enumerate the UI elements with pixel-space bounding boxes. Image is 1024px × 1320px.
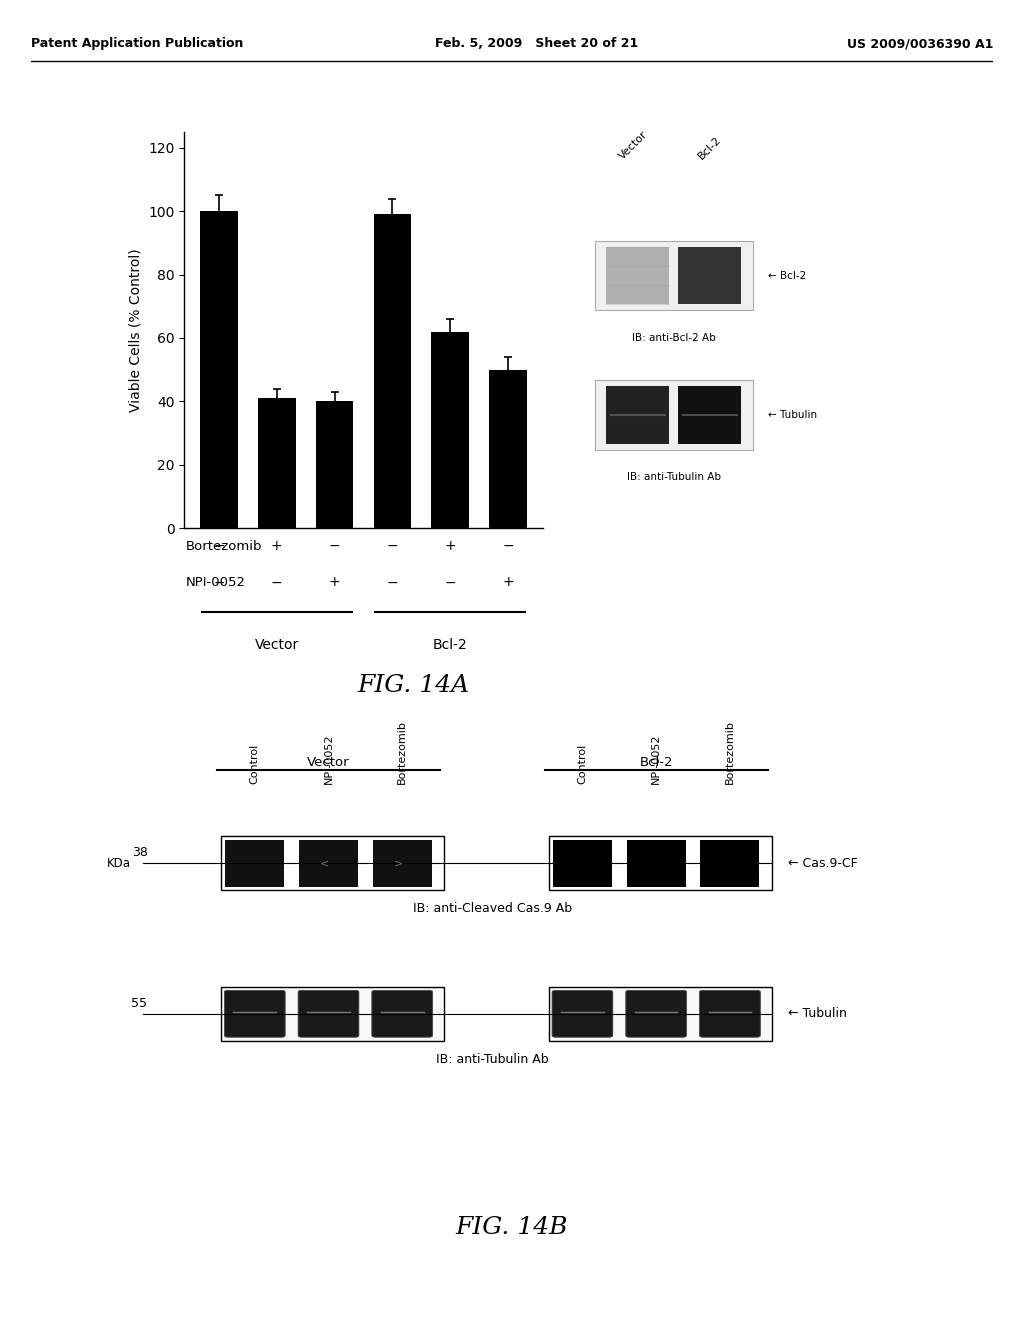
Bar	[431, 331, 469, 528]
Text: Vector: Vector	[617, 129, 649, 161]
FancyBboxPatch shape	[372, 990, 432, 1038]
FancyBboxPatch shape	[299, 840, 358, 887]
Text: −: −	[502, 539, 514, 553]
FancyBboxPatch shape	[298, 990, 358, 1038]
Y-axis label: Viable Cells (% Control): Viable Cells (% Control)	[129, 248, 142, 412]
Text: +: +	[271, 539, 283, 553]
Text: <: <	[319, 858, 329, 869]
Text: Bcl-2: Bcl-2	[639, 756, 673, 770]
Text: NPI-0052: NPI-0052	[651, 734, 662, 784]
Bar	[315, 401, 353, 528]
Text: FIG. 14B: FIG. 14B	[456, 1216, 568, 1239]
Text: +: +	[502, 576, 514, 590]
Text: −: −	[213, 576, 225, 590]
FancyBboxPatch shape	[553, 840, 612, 887]
FancyBboxPatch shape	[552, 990, 612, 1038]
Text: +: +	[444, 539, 456, 553]
FancyBboxPatch shape	[221, 987, 444, 1040]
Text: Vector: Vector	[255, 638, 299, 652]
FancyBboxPatch shape	[595, 380, 753, 450]
Text: Bortezomib: Bortezomib	[185, 540, 262, 553]
FancyBboxPatch shape	[606, 387, 670, 444]
Text: −: −	[329, 539, 340, 553]
FancyBboxPatch shape	[626, 990, 686, 1038]
Text: Bortezomib: Bortezomib	[397, 721, 408, 784]
Text: Feb. 5, 2009   Sheet 20 of 21: Feb. 5, 2009 Sheet 20 of 21	[435, 37, 638, 50]
Text: −: −	[444, 576, 456, 590]
FancyBboxPatch shape	[224, 990, 285, 1038]
Bar	[374, 214, 412, 528]
Text: IB: anti-Bcl-2 Ab: IB: anti-Bcl-2 Ab	[632, 333, 716, 343]
Text: Patent Application Publication: Patent Application Publication	[31, 37, 243, 50]
Text: −: −	[271, 576, 283, 590]
FancyBboxPatch shape	[372, 990, 432, 1038]
Text: FIG. 14A: FIG. 14A	[357, 673, 470, 697]
Text: Bcl-2: Bcl-2	[696, 135, 723, 161]
Text: −: −	[387, 576, 398, 590]
Text: Bcl-2: Bcl-2	[433, 638, 468, 652]
Text: ← Cas.9-CF: ← Cas.9-CF	[788, 857, 858, 870]
FancyBboxPatch shape	[678, 247, 741, 304]
FancyBboxPatch shape	[298, 990, 358, 1038]
Text: ← Tubulin: ← Tubulin	[768, 411, 817, 420]
Text: 55: 55	[131, 997, 147, 1010]
FancyBboxPatch shape	[549, 987, 772, 1040]
FancyBboxPatch shape	[699, 990, 760, 1038]
FancyBboxPatch shape	[552, 990, 612, 1038]
FancyBboxPatch shape	[699, 990, 760, 1038]
FancyBboxPatch shape	[627, 840, 686, 887]
Text: ← Bcl-2: ← Bcl-2	[768, 271, 807, 281]
Text: ← Tubulin: ← Tubulin	[788, 1007, 847, 1020]
Text: Vector: Vector	[307, 756, 350, 770]
Text: NPI-0052: NPI-0052	[324, 734, 334, 784]
Text: >: >	[393, 858, 402, 869]
Text: −: −	[213, 539, 225, 553]
FancyBboxPatch shape	[626, 990, 686, 1038]
Bar	[258, 399, 296, 528]
Text: IB: anti-Tubulin Ab: IB: anti-Tubulin Ab	[436, 1053, 549, 1065]
Bar	[489, 370, 526, 528]
Text: +: +	[329, 576, 340, 590]
FancyBboxPatch shape	[373, 840, 432, 887]
Text: Bortezomib: Bortezomib	[725, 721, 735, 784]
Text: Control: Control	[250, 744, 260, 784]
FancyBboxPatch shape	[225, 840, 285, 887]
Text: IB: anti-Tubulin Ab: IB: anti-Tubulin Ab	[627, 473, 721, 482]
FancyBboxPatch shape	[700, 840, 760, 887]
FancyBboxPatch shape	[595, 240, 753, 310]
Text: IB: anti-Cleaved Cas.9 Ab: IB: anti-Cleaved Cas.9 Ab	[413, 903, 571, 915]
Text: US 2009/0036390 A1: US 2009/0036390 A1	[847, 37, 993, 50]
Text: 38: 38	[131, 846, 147, 859]
FancyBboxPatch shape	[678, 387, 741, 444]
Text: KDa: KDa	[108, 857, 131, 870]
FancyBboxPatch shape	[224, 990, 285, 1038]
Bar	[201, 211, 238, 528]
Text: −: −	[387, 539, 398, 553]
Text: NPI-0052: NPI-0052	[185, 576, 246, 589]
Text: Control: Control	[578, 744, 588, 784]
FancyBboxPatch shape	[606, 247, 670, 304]
